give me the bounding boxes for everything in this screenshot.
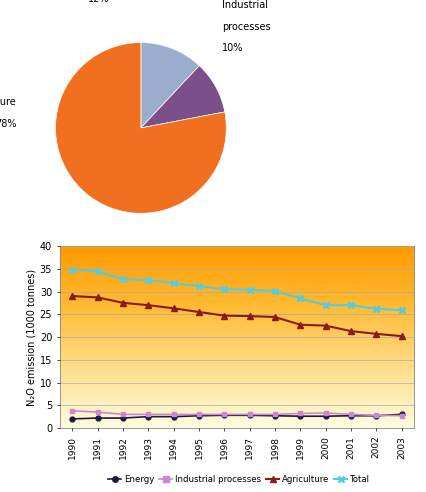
Text: 12%: 12%: [87, 0, 109, 4]
Legend: Energy, Industrial processes, Agriculture, Total: Energy, Industrial processes, Agricultur…: [105, 472, 372, 488]
Wedge shape: [141, 42, 199, 128]
Text: processes: processes: [222, 22, 270, 32]
Text: 78%: 78%: [0, 119, 17, 128]
Wedge shape: [141, 65, 224, 128]
Wedge shape: [55, 42, 226, 214]
Text: Agriculture: Agriculture: [0, 97, 17, 107]
Text: Industrial: Industrial: [222, 0, 268, 10]
Text: 10%: 10%: [222, 43, 243, 53]
Y-axis label: N₂O emission (1000 tonnes): N₂O emission (1000 tonnes): [27, 269, 37, 405]
